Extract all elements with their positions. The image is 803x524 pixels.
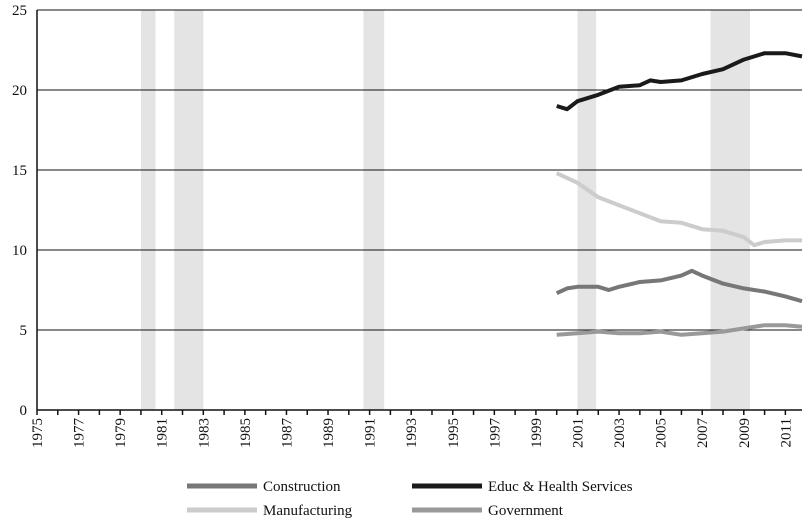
x-tick-label: 1979 — [113, 418, 129, 448]
shaded-period — [577, 10, 597, 410]
x-tick-label: 1989 — [321, 418, 337, 448]
shaded-period — [710, 10, 751, 410]
x-tick-label: 2011 — [778, 418, 794, 447]
x-tick-label: 2007 — [695, 418, 711, 449]
x-tick-label: 2009 — [737, 418, 753, 448]
x-tick-label: 1981 — [155, 418, 171, 448]
x-tick-label: 1997 — [487, 418, 503, 449]
y-tick-label: 0 — [20, 403, 28, 419]
x-tick-label: 1993 — [404, 418, 420, 448]
series-line — [555, 268, 803, 304]
series-line — [556, 323, 803, 337]
x-tick-label: 1995 — [446, 418, 462, 448]
y-tick-label: 20 — [12, 83, 27, 99]
x-tick-label: 1991 — [363, 418, 379, 448]
y-tick-label: 15 — [12, 163, 27, 179]
x-tick-label: 1975 — [30, 418, 46, 448]
x-tick-label: 2003 — [612, 418, 628, 448]
x-tick-label: 1977 — [72, 418, 88, 449]
x-tick-label: 2001 — [570, 418, 586, 448]
y-tick-label: 10 — [12, 243, 27, 259]
legend-label: Manufacturing — [263, 503, 353, 519]
x-tick-label: 1987 — [279, 418, 295, 449]
shaded-period — [363, 10, 385, 410]
x-tick-label: 2005 — [654, 418, 670, 448]
series-line — [556, 51, 803, 112]
x-tick-label: 1983 — [196, 418, 212, 448]
x-tick-label: 1985 — [238, 418, 254, 448]
y-tick-label: 25 — [12, 3, 27, 19]
series-line — [555, 171, 802, 248]
legend-label: Construction — [263, 479, 341, 495]
shaded-period — [174, 10, 204, 410]
shaded-period — [140, 10, 156, 410]
legend-label: Government — [488, 503, 564, 519]
x-tick-label: 1999 — [529, 418, 545, 448]
y-tick-label: 5 — [20, 323, 28, 339]
legend-label: Educ & Health Services — [488, 479, 633, 495]
